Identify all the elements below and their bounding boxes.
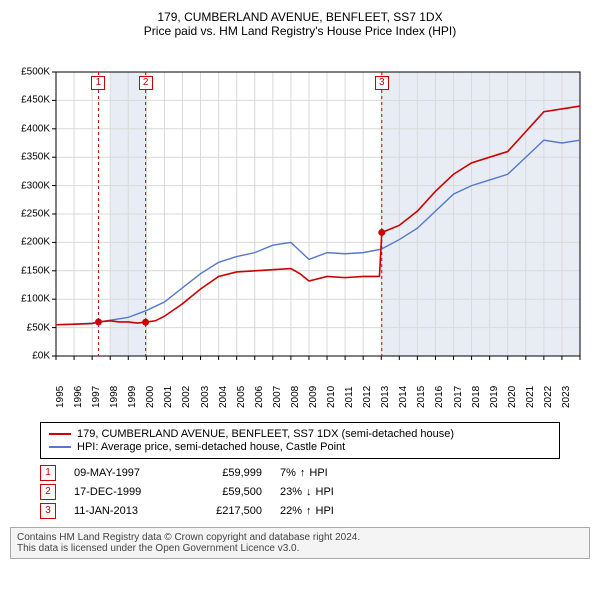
legend-row: 179, CUMBERLAND AVENUE, BENFLEET, SS7 1D… (49, 428, 551, 440)
x-tick-label: 2006 (254, 386, 265, 408)
x-tick-label: 2011 (344, 386, 355, 408)
event-marker-box: 1 (91, 76, 105, 90)
y-tick-label: £100K (10, 294, 50, 305)
x-tick-label: 2008 (290, 386, 301, 408)
arrow-up-icon: ↑ (306, 505, 312, 517)
y-tick-label: £250K (10, 209, 50, 220)
event-table: 1 09-MAY-1997 £59,999 7%↑HPI 2 17-DEC-1999 £59… (40, 465, 560, 519)
y-tick-label: £0K (10, 351, 50, 362)
arrow-up-icon: ↑ (300, 467, 306, 479)
arrow-down-icon: ↓ (306, 486, 312, 498)
x-tick-label: 2004 (218, 386, 229, 408)
event-number-box: 2 (40, 484, 56, 500)
x-tick-label: 2007 (272, 386, 283, 408)
y-tick-label: £400K (10, 123, 50, 134)
event-date: 17-DEC-1999 (74, 486, 174, 498)
x-tick-label: 2005 (236, 386, 247, 408)
y-tick-label: £450K (10, 95, 50, 106)
event-number-box: 3 (40, 503, 56, 519)
x-tick-label: 2012 (362, 386, 373, 408)
x-tick-label: 2009 (308, 386, 319, 408)
event-pct: 7%↑HPI (280, 467, 328, 479)
footer-line: This data is licensed under the Open Gov… (17, 543, 583, 554)
x-tick-label: 2016 (434, 386, 445, 408)
event-marker-box: 3 (375, 76, 389, 90)
chart-area: £0K £50K £100K £150K £200K £250K £300K £350K £40… (10, 44, 590, 414)
x-tick-label: 2013 (380, 386, 391, 408)
y-tick-label: £300K (10, 180, 50, 191)
x-tick-label: 2002 (181, 386, 192, 408)
chart-svg (10, 44, 590, 414)
event-row: 3 11-JAN-2013 £217,500 22%↑HPI (40, 503, 560, 519)
legend-row: HPI: Average price, semi-detached house,… (49, 441, 551, 453)
footer-line: Contains HM Land Registry data © Crown c… (17, 532, 583, 543)
x-tick-label: 2017 (453, 386, 464, 408)
event-row: 2 17-DEC-1999 £59,500 23%↓HPI (40, 484, 560, 500)
event-pct: 22%↑HPI (280, 505, 334, 517)
y-tick-label: £500K (10, 67, 50, 78)
legend-swatch (49, 433, 71, 435)
x-tick-label: 2015 (416, 386, 427, 408)
event-number-box: 1 (40, 465, 56, 481)
event-pct: 23%↓HPI (280, 486, 334, 498)
x-tick-label: 2010 (326, 386, 337, 408)
event-price: £217,500 (192, 505, 262, 517)
chart-title: 179, CUMBERLAND AVENUE, BENFLEET, SS7 1D… (10, 10, 590, 24)
x-tick-label: 1999 (127, 386, 138, 408)
event-date: 09-MAY-1997 (74, 467, 174, 479)
x-tick-label: 1995 (55, 386, 66, 408)
legend: 179, CUMBERLAND AVENUE, BENFLEET, SS7 1D… (40, 422, 560, 459)
y-tick-label: £200K (10, 237, 50, 248)
event-date: 11-JAN-2013 (74, 505, 174, 517)
event-row: 1 09-MAY-1997 £59,999 7%↑HPI (40, 465, 560, 481)
legend-swatch (49, 446, 71, 448)
x-tick-label: 2022 (543, 386, 554, 408)
x-tick-label: 2019 (489, 386, 500, 408)
x-tick-label: 2018 (471, 386, 482, 408)
x-tick-label: 2021 (525, 386, 536, 408)
x-tick-label: 1996 (73, 386, 84, 408)
x-tick-label: 1998 (109, 386, 120, 408)
x-tick-label: 2014 (398, 386, 409, 408)
y-tick-label: £50K (10, 322, 50, 333)
legend-label: 179, CUMBERLAND AVENUE, BENFLEET, SS7 1D… (77, 428, 454, 440)
event-marker-box: 2 (139, 76, 153, 90)
chart-subtitle: Price paid vs. HM Land Registry's House … (10, 24, 590, 38)
event-price: £59,999 (192, 467, 262, 479)
y-tick-label: £350K (10, 152, 50, 163)
x-tick-label: 2000 (145, 386, 156, 408)
event-price: £59,500 (192, 486, 262, 498)
y-tick-label: £150K (10, 265, 50, 276)
x-tick-label: 2001 (163, 386, 174, 408)
x-tick-label: 1997 (91, 386, 102, 408)
x-tick-label: 2003 (200, 386, 211, 408)
x-tick-label: 2023 (561, 386, 572, 408)
legend-label: HPI: Average price, semi-detached house,… (77, 441, 345, 453)
x-tick-label: 2020 (507, 386, 518, 408)
footer: Contains HM Land Registry data © Crown c… (10, 527, 590, 559)
